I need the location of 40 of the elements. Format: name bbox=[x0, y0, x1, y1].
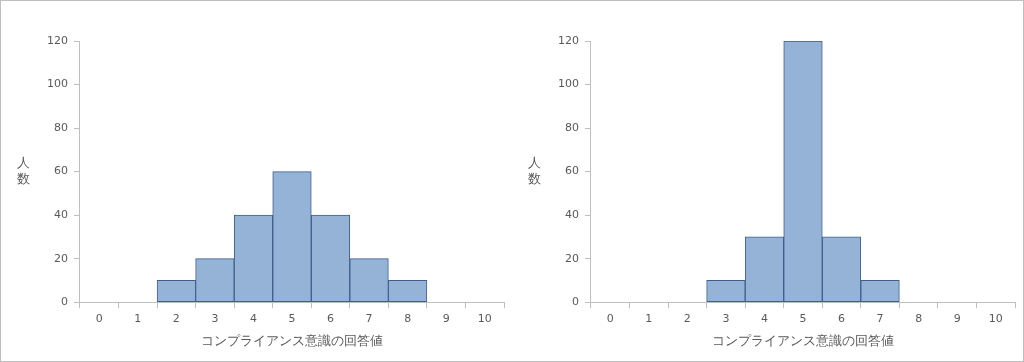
x-tick-label: 9 bbox=[953, 311, 961, 325]
x-tick-label: 5 bbox=[799, 311, 807, 325]
y-tick-label: 80 bbox=[565, 120, 579, 134]
x-tick-label: 7 bbox=[876, 311, 884, 325]
y-tick-label: 60 bbox=[565, 164, 579, 178]
x-tick-label: 8 bbox=[404, 311, 412, 325]
y-tick-label: 20 bbox=[54, 251, 68, 265]
x-tick-label: 2 bbox=[172, 311, 180, 325]
y-axis-title: 人数 bbox=[16, 154, 30, 186]
y-tick-label: 0 bbox=[61, 295, 68, 309]
x-tick-label: 3 bbox=[211, 311, 219, 325]
y-tick-label: 20 bbox=[565, 251, 579, 265]
y-tick-label: 80 bbox=[54, 120, 68, 134]
x-tick-label: 7 bbox=[365, 311, 373, 325]
x-tick-label: 1 bbox=[134, 311, 142, 325]
x-tick-label: 1 bbox=[645, 311, 653, 325]
x-tick-label: 4 bbox=[760, 311, 768, 325]
x-tick-label: 4 bbox=[249, 311, 257, 325]
x-tick-label: 9 bbox=[442, 311, 450, 325]
x-tick-label: 2 bbox=[683, 311, 691, 325]
x-tick-label: 10 bbox=[988, 311, 1003, 325]
x-tick-label: 3 bbox=[722, 311, 730, 325]
y-axis-title: 人数 bbox=[527, 154, 541, 186]
y-tick-label: 120 bbox=[558, 33, 579, 47]
x-tick-label: 0 bbox=[95, 311, 103, 325]
y-tick-label: 0 bbox=[572, 295, 579, 309]
y-tick-label: 40 bbox=[54, 207, 68, 221]
x-tick-label: 10 bbox=[477, 311, 492, 325]
y-tick-label: 40 bbox=[565, 207, 579, 221]
x-tick-label: 5 bbox=[288, 311, 296, 325]
x-axis-title: コンプライアンス意識の回答値 bbox=[712, 332, 894, 348]
y-tick-label: 120 bbox=[47, 33, 68, 47]
y-tick-label: 100 bbox=[558, 77, 579, 91]
y-tick-label: 100 bbox=[47, 77, 68, 91]
x-tick-label: 6 bbox=[838, 311, 846, 325]
x-tick-label: 6 bbox=[327, 311, 335, 325]
x-tick-label: 0 bbox=[606, 311, 614, 325]
y-tick-label: 60 bbox=[54, 164, 68, 178]
x-axis-title: コンプライアンス意識の回答値 bbox=[201, 332, 383, 348]
x-tick-label: 8 bbox=[915, 311, 923, 325]
